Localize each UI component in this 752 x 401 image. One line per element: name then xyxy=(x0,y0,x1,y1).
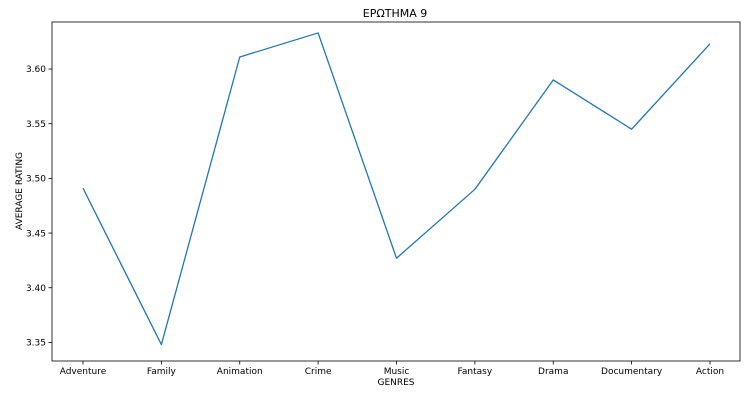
data-point-crime xyxy=(317,32,319,34)
data-point-fantasy xyxy=(474,188,476,190)
series-layer xyxy=(82,32,711,346)
y-axis-label: AVERAGE RATING xyxy=(15,152,25,230)
chart-title: ΕΡΩΤΗΜΑ 9 xyxy=(363,7,428,20)
y-tick-label: 3.40 xyxy=(26,284,46,294)
y-tick-label: 3.45 xyxy=(26,229,46,239)
data-point-action xyxy=(709,43,711,45)
x-tick-label: Action xyxy=(696,367,724,377)
y-tick-label: 3.60 xyxy=(26,65,46,75)
x-tick-label: Animation xyxy=(217,367,263,377)
data-point-documentary xyxy=(631,128,633,130)
x-tick-label: Documentary xyxy=(601,367,663,377)
x-tick-label: Adventure xyxy=(60,367,107,377)
data-point-music xyxy=(396,257,398,259)
x-tick-label: Drama xyxy=(538,367,568,377)
plot-area-frame xyxy=(51,21,741,362)
y-axis: 3.35 3.40 3.45 3.50 3.55 3.60 xyxy=(26,65,52,349)
data-point-drama xyxy=(552,79,554,81)
data-point-animation xyxy=(239,56,241,58)
y-tick-label: 3.50 xyxy=(26,175,46,185)
series-line xyxy=(82,32,711,346)
y-tick-label: 3.35 xyxy=(26,339,46,349)
x-axis-label: GENRES xyxy=(377,378,414,388)
x-tick-label: Family xyxy=(147,367,177,377)
data-point-family xyxy=(160,344,162,346)
x-axis: Adventure Family Animation Crime Music Fantas… xyxy=(60,361,724,377)
x-tick-label: Crime xyxy=(305,367,332,377)
x-tick-label: Fantasy xyxy=(458,367,493,377)
x-tick-label: Music xyxy=(384,367,410,377)
y-tick-label: 3.55 xyxy=(26,120,46,130)
data-point-adventure xyxy=(82,187,84,189)
